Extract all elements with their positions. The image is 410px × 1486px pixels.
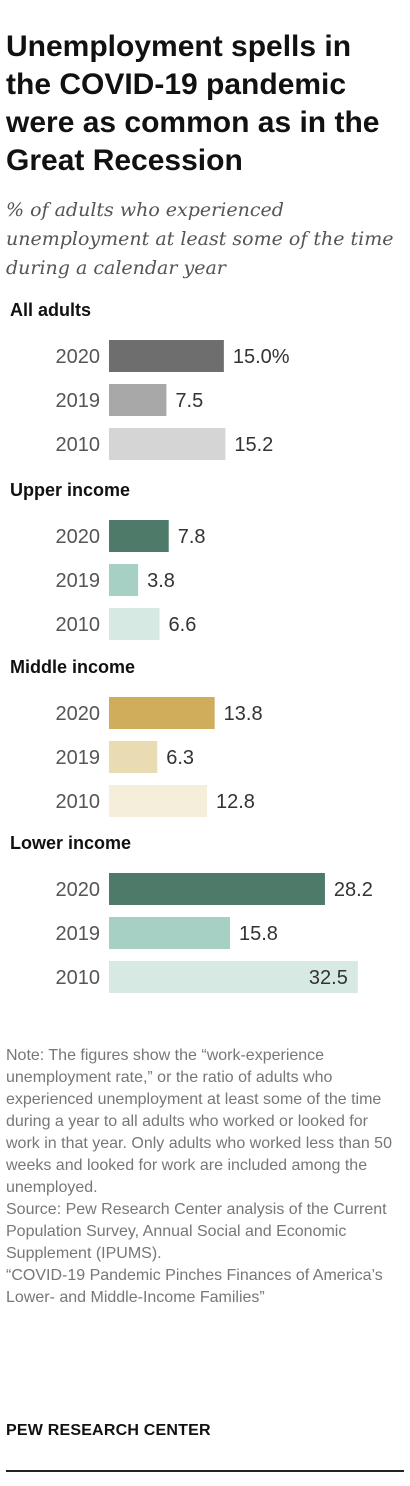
group-label: Middle income <box>10 657 135 677</box>
category-label: 2010 <box>56 614 101 636</box>
value-label: 6.6 <box>169 614 197 636</box>
value-label: 28.2 <box>334 879 373 901</box>
group-label: Lower income <box>10 833 131 853</box>
value-label: 7.8 <box>178 526 206 548</box>
bar <box>109 384 167 416</box>
chart-title: Unemployment spells in the COVID-19 pand… <box>6 30 380 177</box>
bar <box>109 917 230 949</box>
category-label: 2020 <box>56 526 101 548</box>
category-label: 2020 <box>56 346 101 368</box>
bar <box>109 564 139 596</box>
bar <box>109 608 160 640</box>
bar <box>109 520 169 552</box>
bar-chart: All adults 2020 15.0% 2019 7.5 2010 15.2 Upper … <box>10 300 373 993</box>
value-label: 7.5 <box>175 390 203 412</box>
bottom-rule <box>6 1470 404 1472</box>
bar <box>109 961 358 993</box>
value-label: 6.3 <box>166 747 194 769</box>
category-label: 2010 <box>56 434 101 456</box>
brand-logo-text: PEW RESEARCH CENTER <box>6 1422 211 1439</box>
category-label: 2019 <box>56 570 101 592</box>
bar <box>109 785 208 817</box>
category-label: 2020 <box>56 879 101 901</box>
category-label: 2010 <box>56 967 101 989</box>
value-label: 13.8 <box>224 703 263 725</box>
source-text: Source: Pew Research Center analysis of … <box>6 1201 387 1262</box>
bar <box>109 697 215 729</box>
category-label: 2019 <box>56 923 101 945</box>
category-label: 2010 <box>56 791 101 813</box>
category-label: 2019 <box>56 390 101 412</box>
bar <box>109 340 224 372</box>
note-text: Note: The figures show the “work-experie… <box>6 1047 392 1196</box>
bar <box>109 741 158 773</box>
category-label: 2020 <box>56 703 101 725</box>
value-label: 15.2 <box>234 434 273 456</box>
value-label: 12.8 <box>216 791 255 813</box>
chart-subtitle: % of adults who experienced unemployment… <box>6 199 394 279</box>
bar <box>109 873 325 905</box>
group-label: All adults <box>10 300 91 320</box>
value-label: 3.8 <box>147 570 175 592</box>
value-label: 15.8 <box>239 923 278 945</box>
group-label: Upper income <box>10 480 130 500</box>
value-label: 15.0% <box>233 346 290 368</box>
report-title: “COVID-19 Pandemic Pinches Finances of A… <box>6 1267 383 1306</box>
chart-notes: Note: The figures show the “work-experie… <box>6 1045 404 1309</box>
bar <box>109 428 226 460</box>
value-label: 32.5 <box>309 967 348 989</box>
category-label: 2019 <box>56 747 101 769</box>
